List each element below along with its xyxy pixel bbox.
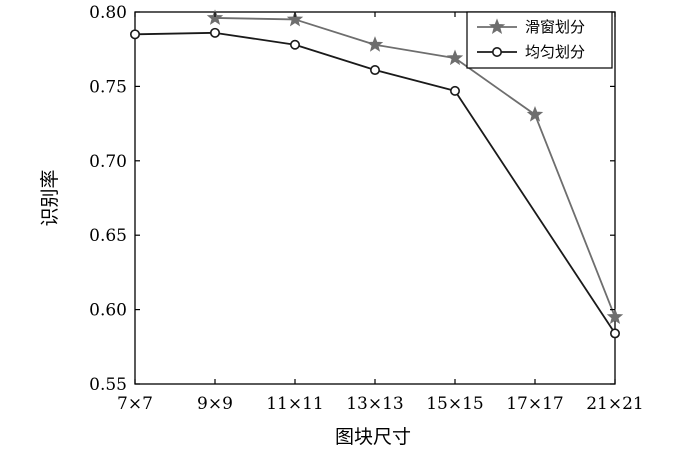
- series-1-point: [286, 10, 304, 27]
- x-tick-label: 17×17: [506, 394, 564, 414]
- y-axis-title: 识别率: [39, 169, 61, 226]
- series-2-point: [609, 328, 620, 339]
- series-2-point: [210, 27, 221, 38]
- y-tick-label: 0.80: [89, 3, 127, 23]
- legend-label-1: 滑窗划分: [525, 18, 585, 36]
- legend-box: [466, 11, 613, 69]
- legend-marker-1: [488, 18, 506, 34]
- x-tick-label: 7×7: [117, 394, 153, 414]
- ticks: 0.55 0.60 0.65 0.70 0.75 0.80 7×7 9×9 11×11 13×13…: [89, 3, 644, 414]
- series-2-point: [449, 85, 460, 96]
- y-tick-label: 0.65: [89, 226, 127, 246]
- x-tick-label: 15×15: [426, 394, 484, 414]
- y-tick-label: 0.60: [89, 301, 127, 321]
- series-line-2: [134, 31, 616, 334]
- legend-label-2: 均匀划分: [525, 43, 585, 61]
- series-markers: [130, 9, 624, 339]
- series-lines: [134, 17, 616, 334]
- series-line-1: [214, 17, 616, 318]
- x-tick-label: 21×21: [586, 394, 644, 414]
- legend-marker-2: [491, 46, 502, 57]
- series-1-point: [206, 9, 224, 25]
- x-tick-label: 9×9: [197, 394, 233, 414]
- series-1-point: [606, 308, 624, 325]
- y-tick-label: 0.70: [89, 152, 127, 172]
- x-axis-title: 图块尺寸: [335, 426, 411, 448]
- series-2-point: [289, 39, 300, 50]
- series-1-point: [446, 49, 464, 66]
- series-2-point: [130, 29, 141, 40]
- x-tick-label: 13×13: [346, 394, 404, 414]
- y-tick-label: 0.55: [89, 375, 127, 395]
- series-1-point: [366, 36, 384, 52]
- x-tick-label: 11×11: [266, 394, 324, 414]
- series-2-point: [369, 65, 380, 76]
- y-tick-label: 0.75: [89, 77, 127, 97]
- series-1-point: [526, 106, 544, 122]
